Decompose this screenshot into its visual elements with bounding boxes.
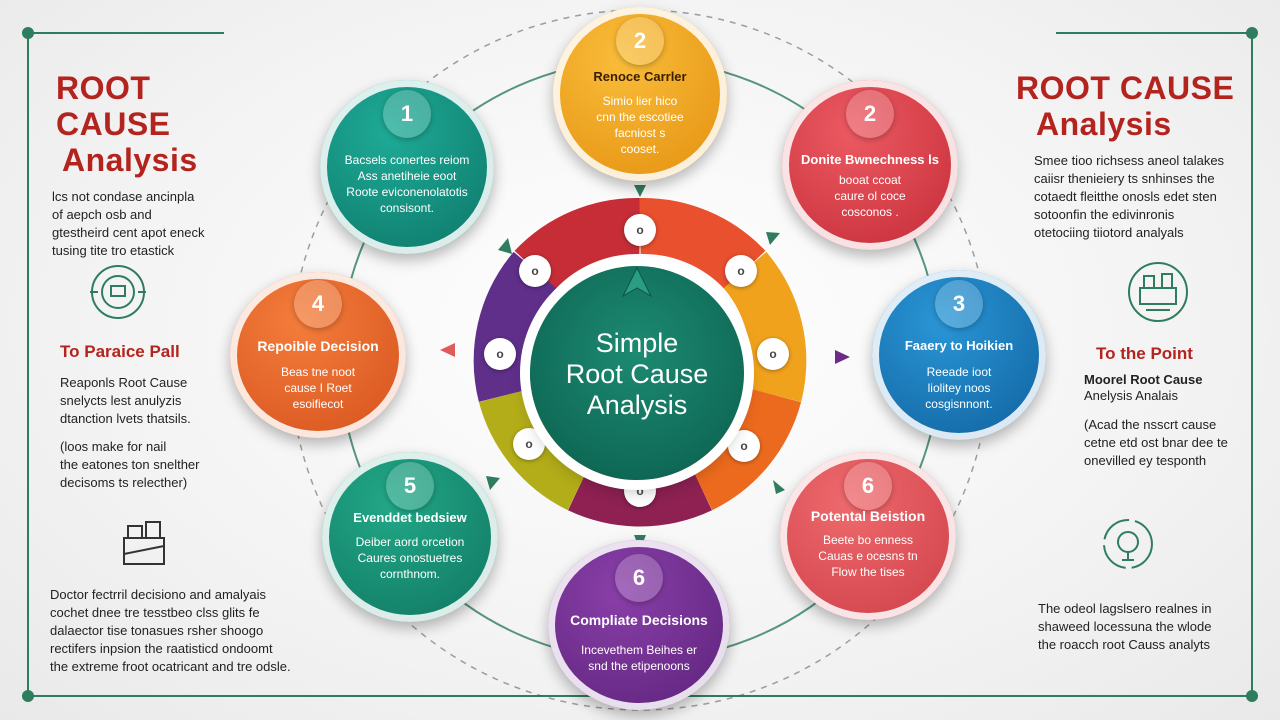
node-title: Donite Bwnechness ls <box>801 152 939 167</box>
arrow-icon <box>498 238 512 254</box>
arrow-icon <box>634 185 646 197</box>
ring-marker: o <box>728 430 760 462</box>
frame-corner-dot <box>1246 690 1258 702</box>
ring-marker: o <box>624 475 656 507</box>
arrow-icon <box>773 480 785 494</box>
node-number-badge: 4 <box>294 280 342 328</box>
arrow-icon <box>766 232 780 245</box>
frame-corner-dot <box>22 27 34 39</box>
node-title: Faaery to Hoikien <box>904 338 1014 353</box>
ring-marker: o <box>725 255 757 287</box>
node-body: booat ccoat caure ol coce cosconos . <box>834 173 906 219</box>
node-title: Repoible Decision <box>257 338 379 354</box>
node-title: Compliate Decisions <box>570 612 708 628</box>
right-section-body: (Acad the nsscrt cause cetne etd ost bna… <box>1084 417 1228 468</box>
left-footer: Doctor fectrril decisiono and amalyais c… <box>50 587 291 674</box>
document-folder-icon <box>123 521 165 565</box>
node-body: Simio lier hico cnn the escotiee facnios… <box>596 94 684 156</box>
arrow-icon <box>486 476 500 490</box>
node-body: Beas tne noot cause I Roet esoifiecot <box>280 365 356 411</box>
machine-icon <box>1128 262 1188 322</box>
right-title: ROOT CAUSE Analysis <box>1016 70 1235 142</box>
right-section: To the Point Moorel Root Cause Anelysis … <box>1084 344 1254 470</box>
node-evenddet-bedsiew: 5 Evenddet bedsiew Deiber aord orcetion … <box>322 452 498 622</box>
frame-top-right-line <box>1056 32 1252 34</box>
right-section-title: To the Point <box>1096 344 1193 363</box>
left-section-note: (loos make for nail the eatones ton snel… <box>60 439 200 490</box>
ring-marker: o <box>624 214 656 246</box>
ring-marker: o <box>513 428 545 460</box>
node-body: Bacsels conertes reiom Ass anetiheie eoo… <box>344 153 470 215</box>
target-icon <box>90 265 146 319</box>
node-potental-beistion: 6 Potental Beistion Beete bo enness Caua… <box>780 452 956 620</box>
left-section: To Paraice Pall Reaponls Root Cause snel… <box>60 342 280 492</box>
node-body: Incevethem Beihes er snd the etipenoons <box>580 643 698 673</box>
frame-corner-dot <box>1246 27 1258 39</box>
frame-top-left-line <box>28 32 224 34</box>
up-arrow-icon <box>621 266 653 298</box>
left-title: ROOT CAUSE Analysis <box>56 70 198 178</box>
arrow-icon <box>440 343 455 357</box>
node-renoce-carrler: 2 Renoce Carrler Simio lier hico cnn the… <box>553 7 727 181</box>
node-title: Renoce Carrler <box>593 69 687 84</box>
frame-left-line <box>27 32 29 696</box>
left-panel: ROOT CAUSE Analysis lcs not condase anci… <box>52 70 272 260</box>
node-faaery-to-hoikien: 3 Faaery to Hoikien Reeade ioot liolitey… <box>872 270 1046 440</box>
center-title: Simple Root Cause Analysis <box>565 328 709 420</box>
node-body: Reeade ioot liolitey noos cosgisnnont. <box>925 365 993 411</box>
center-hub: Simple Root Cause Analysis <box>530 266 744 480</box>
right-footer: The odeol lagslsero realnes in shaweed l… <box>1038 601 1212 652</box>
node-title: Potental Beistion <box>810 508 926 524</box>
node-number-badge: 2 <box>846 90 894 138</box>
node-number-badge: 5 <box>386 462 434 510</box>
ring-segment-orange <box>723 251 807 402</box>
node-title: Evenddet bedsiew <box>353 510 467 525</box>
right-section-subtitle: Moorel Root Cause Anelysis Analais <box>1084 372 1203 403</box>
cycle-icon <box>1103 519 1153 569</box>
node-body: Deiber aord orcetion Caures onostuetres … <box>355 535 465 581</box>
node-number-badge: 1 <box>383 90 431 138</box>
node-donite-bwnechness: 2 Donite Bwnechness ls booat ccoat caure… <box>782 80 958 250</box>
node-number-badge: 6 <box>615 554 663 602</box>
ring-marker: o <box>519 255 551 287</box>
left-section-body: Reaponls Root Cause snelycts lest anulyz… <box>60 375 191 426</box>
arrow-icon <box>835 350 850 364</box>
node-number-badge: 6 <box>844 462 892 510</box>
node-number-badge: 2 <box>616 17 664 65</box>
node-compliate-decisions: 6 Compliate Decisions Incevethem Beihes … <box>548 540 730 710</box>
node-body: Beete bo enness Cauas e ocesns tn Flow t… <box>818 533 918 579</box>
left-section-title: To Paraice Pall <box>60 342 180 361</box>
frame-right-line <box>1251 32 1253 696</box>
left-intro: lcs not condase ancinpla of aepch osb an… <box>52 189 205 258</box>
node-repoible-decision: 4 Repoible Decision Beas tne noot cause … <box>230 272 406 438</box>
frame-corner-dot <box>22 690 34 702</box>
right-intro: Smee tioo richsess aneol talakes caiisr … <box>1034 153 1225 240</box>
ring-marker: o <box>484 338 516 370</box>
right-panel: ROOT CAUSE Analysis Smee tioo richsess a… <box>1016 70 1238 242</box>
node-1: 1 Bacsels conertes reiom Ass anetiheie e… <box>320 80 494 254</box>
node-number-badge: 3 <box>935 280 983 328</box>
ring-marker: o <box>757 338 789 370</box>
